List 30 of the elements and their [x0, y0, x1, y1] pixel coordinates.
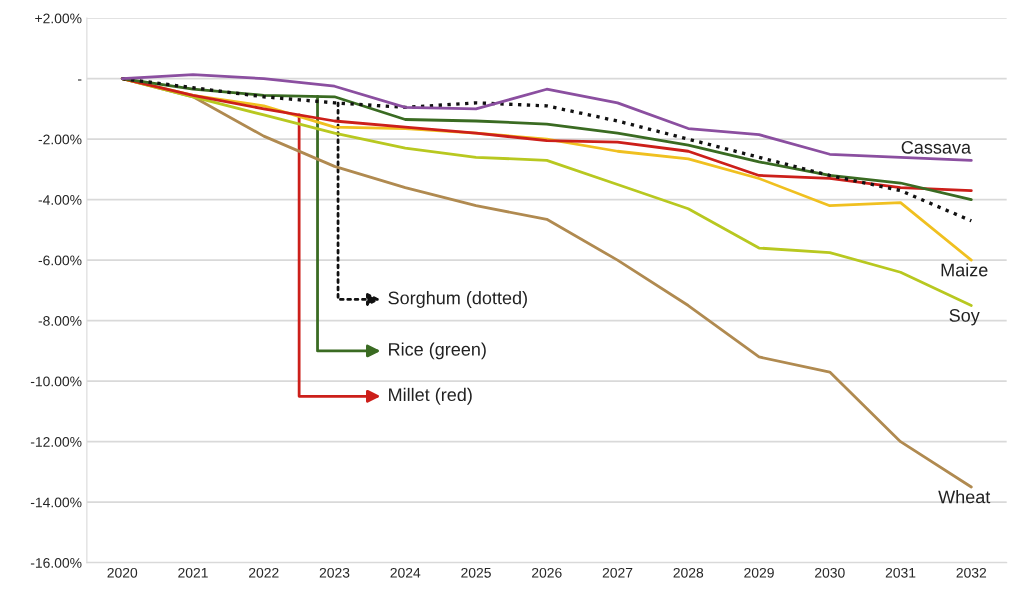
x-tick-label: 2029: [744, 567, 774, 578]
x-tick-label: 2025: [461, 567, 491, 578]
y-tick-label: -: [78, 79, 82, 81]
y-tick-label: -12.00%: [30, 436, 82, 447]
series-label: Soy: [949, 309, 980, 326]
series-label: Maize: [941, 263, 988, 277]
x-tick-label: 2031: [885, 567, 916, 578]
y-tick-label: -10.00%: [30, 376, 82, 387]
x-tick-label: 2024: [390, 567, 421, 578]
x-tick-label: 2026: [532, 567, 562, 578]
x-tick-label: 2027: [602, 567, 633, 578]
x-tick-label: 2030: [815, 567, 845, 578]
x-tick-label: 2022: [249, 567, 279, 578]
y-tick-label: -4.00%: [38, 194, 82, 205]
x-tick-label: 2021: [178, 567, 208, 578]
series-label: Wheat: [938, 490, 991, 504]
y-tick-label: +2.00%: [35, 13, 82, 24]
series-label: Cassava: [901, 140, 972, 154]
y-tick-label: -16.00%: [30, 557, 82, 568]
legend-label: Sorghum (dotted): [388, 291, 527, 308]
legend-label: Rice (green): [389, 342, 486, 360]
x-tick-label: 2028: [673, 567, 704, 578]
y-tick-label: -6.00%: [38, 255, 82, 266]
x-tick-label: 2023: [319, 567, 350, 578]
y-tick-label: -14.00%: [30, 497, 82, 508]
x-tick-label: 2032: [956, 567, 987, 578]
y-tick-label: -2.00%: [38, 134, 82, 145]
x-tick-label: 2020: [107, 567, 138, 578]
y-tick-label: -8.00%: [38, 315, 82, 326]
legend-label: Millet (red): [389, 387, 472, 405]
